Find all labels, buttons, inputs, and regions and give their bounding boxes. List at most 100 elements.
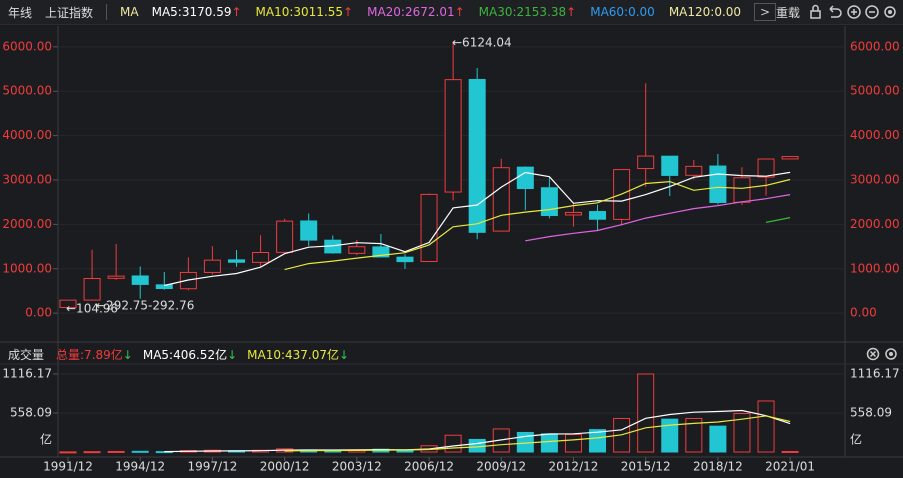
candle-body — [516, 166, 534, 190]
reload[interactable]: 重载 — [776, 5, 801, 20]
volume-bar — [564, 434, 582, 453]
indicator-arrow: ↑ — [566, 5, 577, 19]
candle-body — [203, 259, 221, 273]
indicator-arrow: ↓ — [339, 347, 350, 362]
y-tick-label: 6000.00 — [2, 39, 52, 53]
candle-body — [444, 79, 462, 193]
candle-body — [661, 155, 679, 176]
indicator-value: 总量:7.89亿 — [56, 347, 123, 362]
unit-label: 亿 — [850, 432, 862, 447]
ma-line — [525, 194, 791, 242]
period[interactable]: 年线 — [8, 5, 33, 20]
x-tick-label: 2015/12 — [621, 460, 671, 474]
unit-label: 亿 — [40, 432, 52, 447]
y-tick-label: 0.00 — [25, 306, 52, 320]
candle-body — [227, 259, 245, 263]
indicator-arrow: ↓ — [122, 347, 133, 362]
indicator: MA30:2153.38↑ — [479, 5, 577, 19]
candle-body — [733, 177, 751, 203]
candle-body — [276, 220, 294, 253]
indicator-arrow: ↑ — [454, 5, 465, 19]
zoom-out-icon[interactable] — [865, 5, 879, 19]
settings-icon[interactable] — [885, 348, 897, 360]
indicator: MA120:0.00 — [669, 5, 741, 19]
ma-line — [284, 178, 791, 271]
indicator-arrow: ↑ — [231, 5, 242, 19]
ma-line — [164, 171, 791, 287]
ma-line — [284, 415, 791, 452]
x-tick-label: 2003/12 — [332, 460, 382, 474]
candle-body — [564, 211, 582, 216]
volume-bar — [540, 433, 558, 453]
candle-body — [420, 193, 438, 262]
annotation: ←6124.04 — [452, 36, 512, 50]
volume-bar — [661, 418, 679, 453]
y-tick-label: 2000.00 — [2, 217, 52, 231]
volume-header: 成交量 总量:7.89亿↓ MA5:406.52亿↓ MA10:437.07亿↓ — [8, 346, 349, 362]
x-tick-label: 1994/12 — [115, 460, 165, 474]
candle-body — [83, 278, 101, 301]
volume-bar — [59, 451, 77, 454]
indicator: MA60:0.00 — [590, 5, 655, 19]
indicator-value: MA10:3011.55 — [255, 5, 344, 19]
indicator-value: MA20:2672.01 — [367, 5, 455, 19]
y-tick-label: 1000.00 — [850, 261, 900, 275]
candle-body — [107, 275, 125, 279]
volume-bar — [107, 450, 125, 453]
toolbar-icons — [810, 4, 896, 19]
volume-bar — [444, 434, 462, 453]
indicator: MA5:406.52亿↓ — [143, 346, 237, 363]
toolbar: 年线 上证指数 MA MA5:3170.59↑ MA10:3011.55↑ MA20… — [0, 0, 903, 25]
candle-body — [59, 299, 77, 308]
indicator-value: MA60:0.00 — [590, 5, 655, 19]
candle-body — [709, 165, 727, 203]
volume-bar — [468, 438, 486, 453]
candle-body — [300, 220, 318, 241]
x-tick-label: 1997/12 — [187, 460, 237, 474]
candle-body — [372, 246, 390, 258]
zoom-in-icon[interactable] — [847, 5, 861, 19]
y-tick-label: 558.09 — [10, 405, 52, 419]
y-tick-label: 4000.00 — [850, 128, 900, 142]
candle-body — [637, 155, 655, 170]
more-button[interactable]: > — [754, 3, 777, 21]
y-tick-label: 5000.00 — [850, 84, 900, 98]
y-tick-label: 2000.00 — [850, 217, 900, 231]
toolbar-right: 重载 — [776, 0, 900, 24]
settings-icon[interactable] — [884, 6, 896, 18]
ma-label[interactable]: MA — [120, 5, 139, 19]
volume-bar — [781, 450, 799, 453]
indicator: MA5:3170.59↑ — [152, 5, 242, 19]
indicator-value: MA30:2153.38 — [478, 5, 567, 19]
close-icon[interactable] — [866, 347, 880, 361]
indicator: MA20:2672.01↑ — [367, 5, 465, 19]
index-name[interactable]: 上证指数 — [45, 5, 94, 20]
y-tick-label: 3000.00 — [2, 173, 52, 187]
indicator: 总量:7.89亿↓ — [56, 346, 133, 363]
volume-bar — [685, 417, 703, 453]
x-tick-label: 2000/12 — [260, 460, 310, 474]
volume-items: 总量:7.89亿↓ MA5:406.52亿↓ MA10:437.07亿↓ — [56, 346, 349, 363]
candle-body — [589, 211, 607, 220]
y-tick-label: 0.00 — [850, 306, 877, 320]
lock-icon[interactable] — [810, 4, 821, 19]
candle-body — [540, 187, 558, 217]
volume-bar — [709, 425, 727, 453]
x-tick-label: 1991/12 — [43, 460, 93, 474]
indicator-value: MA5:3170.59 — [151, 5, 232, 19]
ma-items: MA5:3170.59↑ MA10:3011.55↑ MA20:2672.01↑ MA… — [152, 5, 741, 19]
annotation: ←292.75-292.76 — [96, 299, 194, 313]
volume-bar — [637, 373, 655, 453]
volume-bar — [733, 413, 751, 453]
candle-body — [155, 284, 173, 290]
y-tick-label: 6000.00 — [850, 39, 900, 53]
ma-line — [765, 217, 791, 223]
chart: 0.00 0.00 1000.00 1000.00 2000.00 2000.00 3000… — [0, 26, 903, 474]
y-tick-label: 1000.00 — [2, 261, 52, 275]
volume-icons — [866, 347, 897, 361]
undo-icon[interactable] — [829, 5, 842, 18]
volume-title: 成交量 — [8, 347, 45, 362]
x-tick-label: 2021/01 — [765, 460, 815, 474]
y-tick-label: 5000.00 — [2, 84, 52, 98]
